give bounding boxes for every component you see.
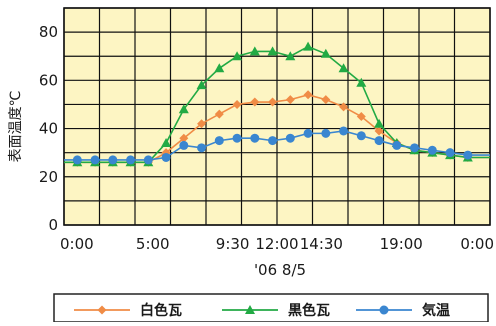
legend-box bbox=[53, 293, 489, 323]
legend-marker bbox=[245, 305, 255, 314]
data-point bbox=[214, 136, 224, 146]
data-point bbox=[268, 97, 278, 107]
data-point bbox=[268, 136, 278, 146]
data-point bbox=[427, 145, 437, 155]
data-point bbox=[232, 99, 242, 109]
data-point bbox=[249, 46, 260, 56]
y-tick-label: 40 bbox=[39, 120, 58, 138]
legend-label: 白色瓦 bbox=[140, 302, 182, 319]
data-point bbox=[285, 133, 295, 143]
data-point bbox=[392, 140, 402, 150]
y-tick-label: 60 bbox=[39, 71, 58, 89]
data-point bbox=[410, 143, 420, 153]
legend: 白色瓦 黒色瓦 気温 bbox=[53, 293, 489, 323]
y-tick-label: 0 bbox=[48, 216, 58, 234]
data-point bbox=[108, 155, 118, 165]
data-point bbox=[161, 152, 171, 162]
data-point bbox=[214, 109, 224, 119]
data-point bbox=[90, 155, 100, 165]
data-point bbox=[179, 133, 189, 143]
data-point bbox=[232, 133, 242, 143]
legend-label: 気温 bbox=[422, 302, 450, 319]
data-point bbox=[285, 51, 296, 61]
data-point bbox=[179, 140, 189, 150]
data-point bbox=[321, 95, 331, 105]
data-point bbox=[178, 104, 189, 114]
x-tick-label: 0:00 bbox=[60, 235, 94, 253]
data-point bbox=[303, 41, 314, 51]
y-tick-label: 80 bbox=[39, 23, 58, 41]
series-3 bbox=[64, 126, 490, 165]
data-point bbox=[285, 95, 295, 105]
legend-marker bbox=[97, 305, 107, 315]
legend-marker bbox=[379, 305, 389, 315]
data-point bbox=[374, 118, 385, 128]
data-point bbox=[374, 126, 384, 136]
data-point bbox=[338, 63, 349, 73]
legend-label: 黒色瓦 bbox=[288, 302, 330, 319]
x-tick-label: 14:30 bbox=[300, 235, 343, 253]
x-tick-label: 5:00 bbox=[136, 235, 170, 253]
x-tick-label: 0:00 bbox=[460, 235, 494, 253]
x-axis-label: '06 8/5 bbox=[254, 261, 306, 279]
x-tick-label: 19:00 bbox=[380, 235, 423, 253]
data-point bbox=[250, 97, 260, 107]
y-axis-label: 表面温度℃ bbox=[8, 91, 24, 163]
data-point bbox=[303, 90, 313, 100]
data-point bbox=[303, 128, 313, 138]
y-tick-label: 20 bbox=[39, 168, 58, 186]
x-tick-label: 12:00 bbox=[255, 235, 298, 253]
x-tick-label: 9:30 bbox=[216, 235, 250, 253]
data-point bbox=[321, 128, 331, 138]
data-point bbox=[267, 46, 278, 56]
data-point bbox=[374, 136, 384, 146]
data-point bbox=[197, 143, 207, 153]
data-point bbox=[72, 155, 82, 165]
data-point bbox=[214, 63, 225, 73]
plot-frame bbox=[63, 7, 491, 226]
data-point bbox=[143, 155, 153, 165]
data-point bbox=[445, 148, 455, 158]
data-point bbox=[339, 102, 349, 112]
data-point bbox=[196, 80, 207, 90]
data-point bbox=[232, 51, 243, 61]
data-point bbox=[356, 77, 367, 87]
data-point bbox=[320, 48, 331, 58]
data-point bbox=[463, 150, 473, 160]
data-point bbox=[356, 131, 366, 141]
data-point bbox=[197, 119, 207, 129]
data-point bbox=[339, 126, 349, 136]
data-point bbox=[161, 138, 172, 148]
data-point bbox=[356, 112, 366, 121]
data-point bbox=[250, 133, 260, 143]
data-point bbox=[126, 155, 136, 165]
